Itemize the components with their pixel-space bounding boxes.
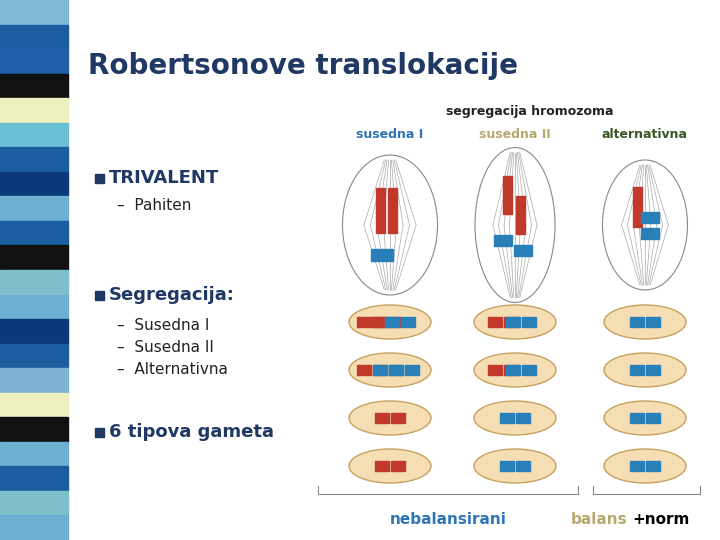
Bar	[0, 294, 68, 319]
Bar	[0, 98, 68, 123]
Bar	[391, 413, 405, 423]
Text: –  Pahiten: – Pahiten	[117, 199, 192, 213]
Ellipse shape	[349, 401, 431, 435]
Text: –  Susedna I: – Susedna I	[117, 318, 210, 333]
Ellipse shape	[474, 305, 556, 339]
Bar	[375, 461, 390, 471]
Bar	[357, 365, 372, 375]
Bar	[646, 413, 660, 423]
Bar	[494, 234, 512, 246]
Ellipse shape	[474, 401, 556, 435]
Bar	[0, 147, 68, 172]
Bar	[0, 270, 68, 294]
Bar	[630, 317, 644, 327]
Bar	[371, 317, 385, 327]
Bar	[0, 197, 68, 221]
Bar	[521, 365, 536, 375]
Bar	[95, 291, 104, 300]
Bar	[646, 365, 660, 375]
Text: Robertsonove translokacije: Robertsonove translokacije	[88, 52, 518, 80]
Bar	[357, 317, 372, 327]
Bar	[373, 365, 387, 375]
Bar	[0, 24, 68, 49]
Bar	[389, 365, 403, 375]
Bar	[516, 461, 530, 471]
Bar	[521, 317, 536, 327]
Bar	[632, 187, 642, 227]
Bar	[391, 461, 405, 471]
Bar	[0, 123, 68, 147]
Bar	[0, 49, 68, 73]
Ellipse shape	[604, 401, 686, 435]
Bar	[516, 413, 530, 423]
Bar	[405, 365, 419, 375]
Bar	[373, 317, 387, 327]
Bar	[0, 417, 68, 442]
Ellipse shape	[349, 305, 431, 339]
Bar	[95, 428, 104, 436]
Bar	[488, 317, 503, 327]
Bar	[641, 227, 659, 239]
Bar	[641, 212, 659, 222]
Bar	[371, 249, 393, 261]
Bar	[503, 317, 518, 327]
Bar	[0, 368, 68, 393]
Text: –  Susedna II: – Susedna II	[117, 340, 214, 354]
Text: susedna I: susedna I	[356, 128, 423, 141]
Bar	[0, 516, 68, 540]
Bar	[506, 317, 521, 327]
Bar	[375, 413, 390, 423]
Bar	[0, 0, 68, 24]
Bar	[514, 245, 532, 255]
Bar	[0, 172, 68, 197]
Ellipse shape	[474, 449, 556, 483]
Bar	[385, 317, 400, 327]
Text: segregacija hromozoma: segregacija hromozoma	[446, 105, 613, 118]
Text: alternativna: alternativna	[602, 128, 688, 141]
Bar	[630, 365, 644, 375]
Bar	[389, 365, 403, 375]
Bar	[373, 365, 387, 375]
Bar	[500, 413, 514, 423]
Ellipse shape	[604, 353, 686, 387]
Bar	[0, 491, 68, 516]
Bar	[95, 173, 104, 183]
Text: 6 tipova gameta: 6 tipova gameta	[109, 423, 274, 441]
Bar	[630, 413, 644, 423]
Bar	[500, 461, 514, 471]
Text: –  Alternativna: – Alternativna	[117, 361, 228, 376]
Bar	[387, 317, 401, 327]
Text: TRIVALENT: TRIVALENT	[109, 169, 220, 187]
Bar	[0, 343, 68, 368]
Bar	[0, 246, 68, 270]
Text: balans: balans	[570, 512, 627, 527]
Bar	[488, 365, 503, 375]
Bar	[387, 187, 397, 233]
Ellipse shape	[349, 353, 431, 387]
Bar	[0, 467, 68, 491]
Bar	[0, 393, 68, 417]
Bar	[0, 442, 68, 467]
Bar	[630, 461, 644, 471]
Text: +norm: +norm	[632, 512, 689, 527]
Bar	[0, 221, 68, 246]
Bar	[506, 365, 521, 375]
Bar	[0, 319, 68, 343]
Ellipse shape	[604, 305, 686, 339]
Bar	[503, 365, 518, 375]
Text: susedna II: susedna II	[479, 128, 551, 141]
Bar	[646, 317, 660, 327]
Ellipse shape	[604, 449, 686, 483]
Bar	[503, 176, 511, 214]
Bar	[376, 187, 384, 233]
Text: Segregacija:: Segregacija:	[109, 286, 235, 304]
Bar	[400, 317, 415, 327]
Bar	[516, 196, 524, 234]
Ellipse shape	[474, 353, 556, 387]
Bar	[646, 461, 660, 471]
Bar	[0, 73, 68, 98]
Ellipse shape	[349, 449, 431, 483]
Text: nebalansirani: nebalansirani	[390, 512, 506, 527]
